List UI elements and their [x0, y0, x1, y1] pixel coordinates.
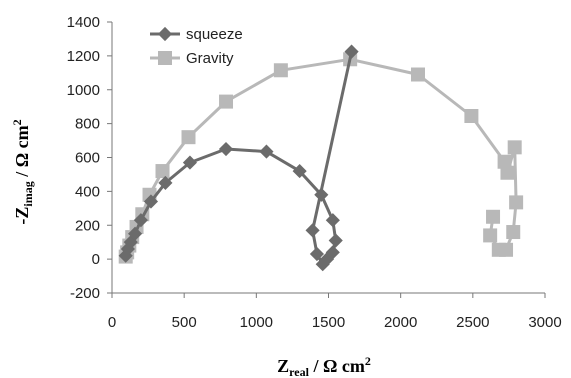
data-point-squeeze — [315, 257, 330, 272]
legend-gravity-label: Gravity — [186, 50, 234, 67]
y-tick-label: 200 — [75, 217, 100, 234]
series-line-gravity — [124, 57, 518, 258]
data-point-gravity — [506, 225, 521, 240]
y-tick-label: -200 — [70, 285, 100, 302]
data-point-gravity — [273, 63, 288, 78]
data-point-gravity — [181, 130, 196, 145]
data-point-gravity — [155, 164, 170, 179]
x-tick-label: 2500 — [456, 314, 489, 331]
data-point-gravity — [219, 94, 234, 109]
x-axis-title: Zreal / Ω cm2 — [277, 354, 371, 378]
x-tick-label: 3000 — [528, 314, 561, 331]
y-tick-label: 800 — [75, 116, 100, 133]
x-tick-label: 2000 — [384, 314, 417, 331]
y-axis-title: -Zimag / Ω cm2 — [10, 119, 35, 224]
data-point-squeeze — [328, 233, 343, 248]
data-point-gravity — [486, 209, 501, 224]
data-point-gravity — [500, 165, 515, 180]
data-point-gravity — [507, 140, 522, 155]
legend: squeeze Gravity — [150, 26, 243, 67]
legend-squeeze-marker — [157, 26, 173, 42]
series-squeeze — [118, 44, 359, 272]
data-point-gravity — [410, 67, 425, 82]
data-point-squeeze — [182, 155, 198, 170]
data-point-squeeze — [325, 213, 340, 228]
data-point-gravity — [464, 109, 479, 124]
y-tick-label: 1200 — [67, 48, 100, 65]
y-tick-label: 0 — [92, 251, 100, 268]
y-tick-label: 600 — [75, 150, 100, 167]
y-tick-label: 400 — [75, 183, 100, 200]
data-point-gravity — [491, 242, 506, 257]
x-tick-label: 500 — [172, 314, 197, 331]
series-line-squeeze — [124, 51, 354, 266]
data-point-gravity — [509, 195, 524, 210]
x-tick-label: 1500 — [312, 314, 345, 331]
series-gravity — [118, 52, 524, 264]
x-tick-label: 0 — [108, 314, 116, 331]
data-point-squeeze — [133, 213, 148, 228]
legend-squeeze-label: squeeze — [186, 26, 243, 43]
data-point-squeeze — [314, 187, 329, 202]
data-point-squeeze — [128, 226, 143, 241]
y-tick-label: 1400 — [67, 14, 100, 31]
series-layer — [118, 44, 524, 272]
data-point-gravity — [483, 228, 498, 243]
data-point-squeeze — [259, 144, 274, 159]
y-tick-label: 1000 — [67, 82, 100, 99]
data-point-gravity — [497, 154, 512, 169]
axes: 0 500 1000 1500 2000 2500 3000 -200 0 200 400 600 80… — [67, 14, 562, 331]
legend-gravity-marker — [158, 51, 172, 65]
data-point-squeeze — [305, 223, 320, 238]
data-point-squeeze — [218, 141, 234, 157]
x-tick-label: 1000 — [240, 314, 273, 331]
